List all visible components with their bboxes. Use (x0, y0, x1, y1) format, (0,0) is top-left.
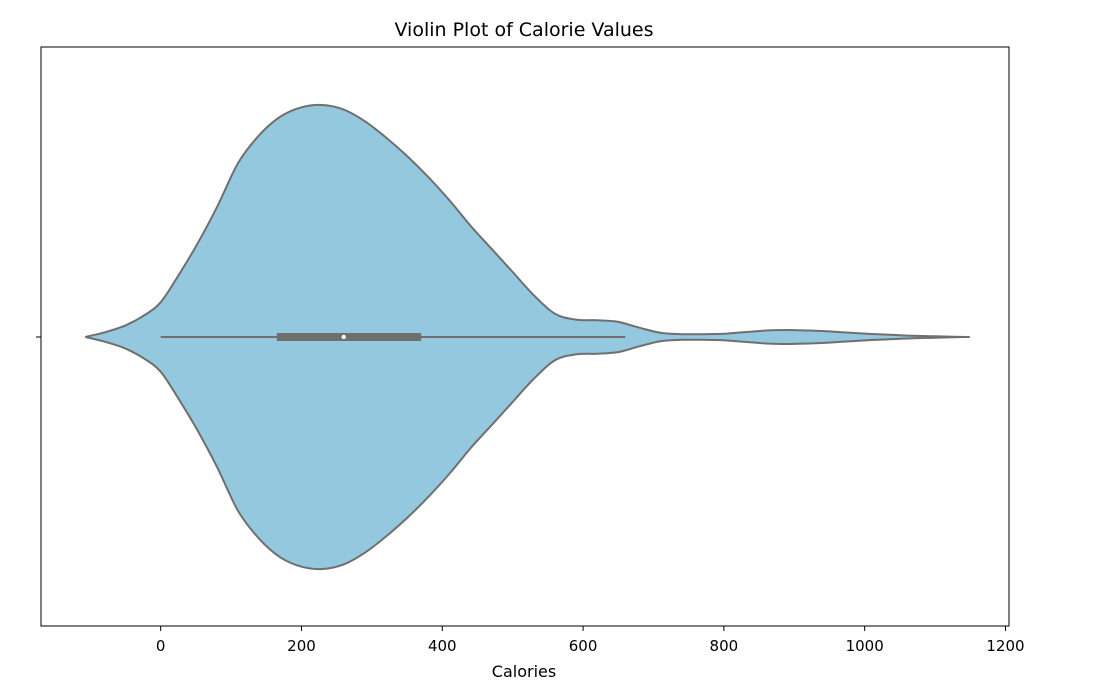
x-axis-label: Calories (492, 662, 556, 681)
iqr-box (276, 333, 422, 341)
x-tick-label: 800 (710, 637, 739, 655)
x-axis: 0 200 400 600 800 1000 1200 (156, 626, 1025, 655)
x-tick-label: 400 (428, 637, 457, 655)
chart-title: Violin Plot of Calorie Values (394, 19, 653, 41)
median-point (341, 334, 346, 340)
x-tick-label: 1000 (846, 637, 884, 655)
x-tick-label: 200 (287, 637, 316, 655)
x-tick-label: 600 (569, 637, 598, 655)
box-layer (160, 333, 626, 341)
x-tick-label: 0 (156, 637, 166, 655)
x-tick-label: 1200 (986, 637, 1024, 655)
